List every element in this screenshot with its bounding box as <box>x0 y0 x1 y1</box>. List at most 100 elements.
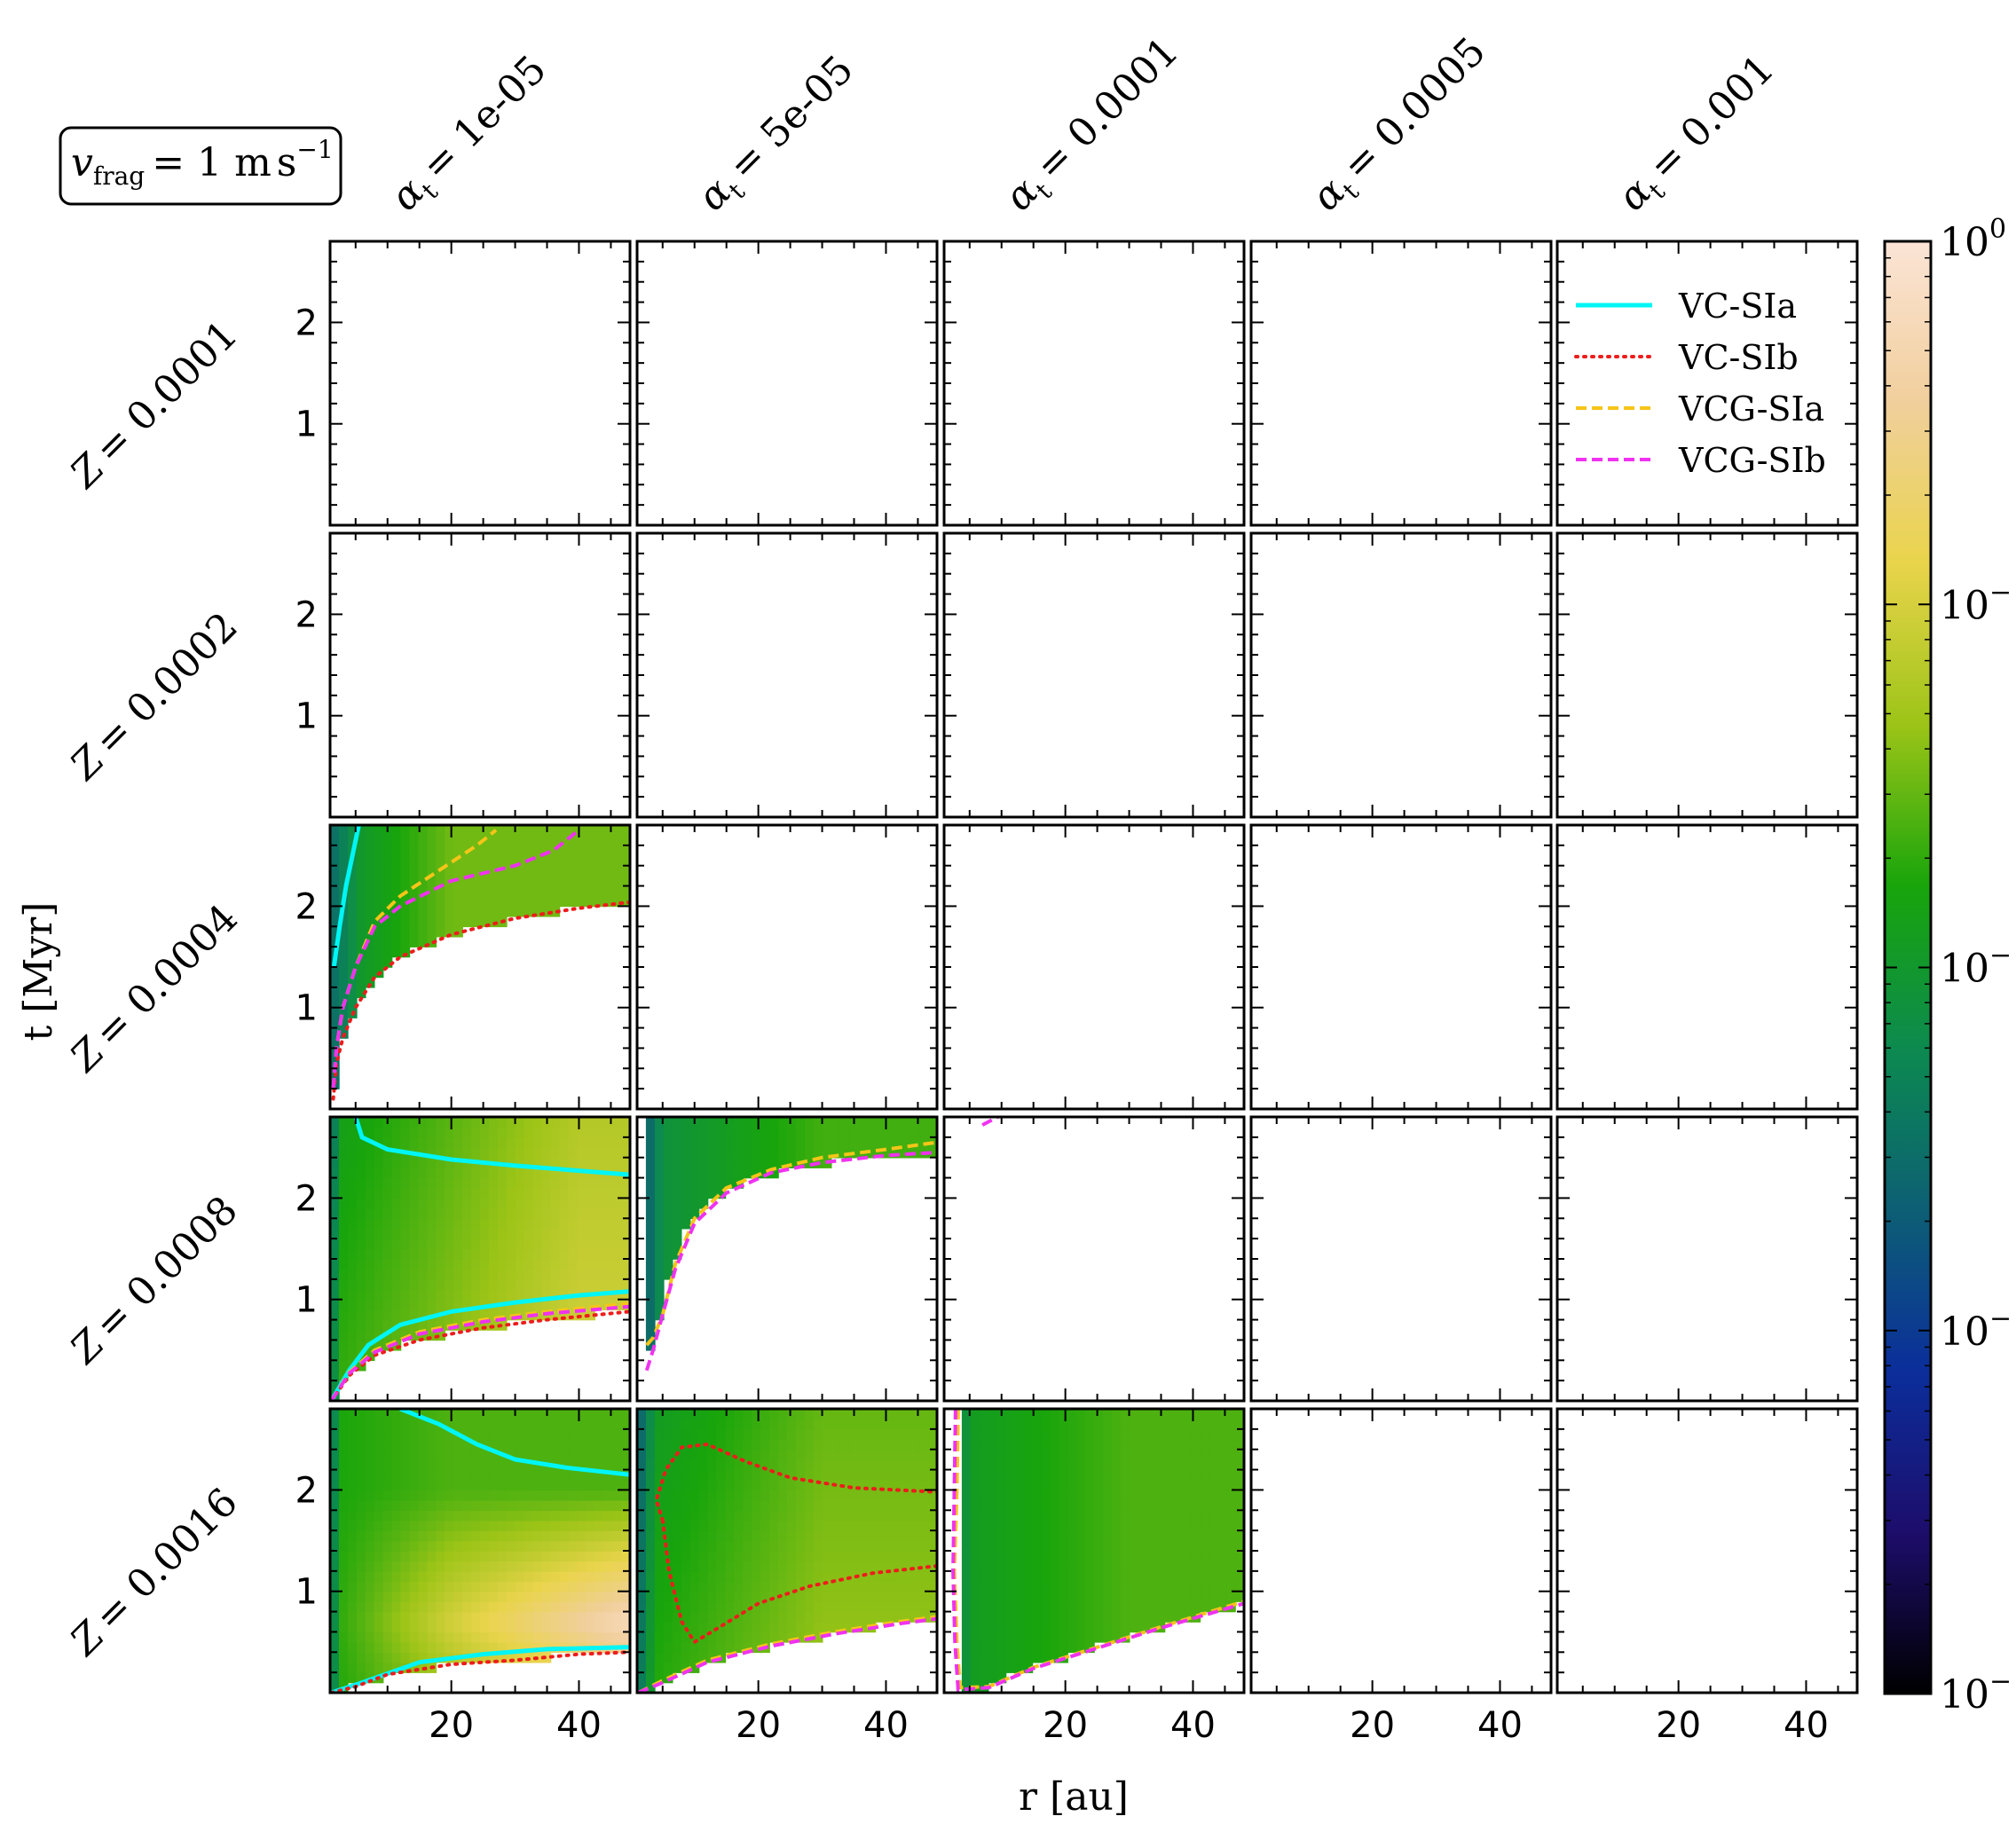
heat-cell <box>760 1409 770 1420</box>
heat-cell <box>893 1428 902 1441</box>
heat-cell <box>550 1632 561 1643</box>
heat-cell <box>427 1238 437 1250</box>
heat-cell <box>970 1641 980 1654</box>
heat-cell <box>1200 1551 1209 1562</box>
heat-cell <box>436 1490 445 1501</box>
heat-cell <box>707 1490 718 1501</box>
colorbar-tick-label: 100 <box>1940 214 2006 265</box>
heat-cell <box>1014 1540 1025 1552</box>
heat-cell <box>1005 1551 1016 1562</box>
heat-cell <box>1032 1652 1043 1663</box>
heat-cell <box>365 1188 375 1199</box>
heat-cell <box>409 825 420 837</box>
heat-cell <box>979 1490 989 1501</box>
heat-cell <box>866 1581 877 1592</box>
heat-cell <box>612 1127 622 1138</box>
heat-cell <box>480 845 490 857</box>
heat-cell <box>831 1499 841 1512</box>
panel-r1-c4 <box>1555 531 1859 819</box>
heat-cell <box>338 1259 349 1270</box>
heat-cell <box>374 1611 384 1623</box>
heat-cell <box>716 1490 727 1501</box>
heat-cell <box>515 1561 525 1572</box>
heat-cell <box>577 1520 587 1531</box>
heat-cell <box>645 1248 656 1260</box>
y-tick-label: 2 <box>295 886 318 927</box>
heat-cell <box>559 1499 570 1512</box>
heat-cell <box>418 916 429 928</box>
heat-cell <box>462 1289 472 1301</box>
heat-cell <box>1129 1510 1139 1521</box>
heat-cell <box>1094 1581 1104 1592</box>
heat-cell <box>524 896 534 908</box>
panel-frame <box>942 1115 1246 1403</box>
heat-cell <box>778 1561 788 1572</box>
heat-cell <box>338 1428 349 1441</box>
heat-cell <box>365 1198 375 1209</box>
heat-cell <box>462 835 472 846</box>
heat-cell <box>928 1409 937 1420</box>
heat-cell <box>445 1248 454 1260</box>
heat-cell <box>884 1428 894 1441</box>
heat-cell <box>1059 1520 1068 1531</box>
heat-cell <box>391 906 402 917</box>
heat-cell <box>471 1459 481 1471</box>
heat-cell <box>961 1510 972 1521</box>
heat-cell <box>418 1177 429 1189</box>
heat-cell <box>857 1117 868 1128</box>
heat-cell <box>497 1188 508 1199</box>
colorbar-tick-label: 10− <box>1940 1303 2012 1355</box>
heat-cell <box>1155 1419 1166 1430</box>
heat-cell <box>497 1309 508 1321</box>
heat-cell <box>497 1570 508 1583</box>
heat-cell <box>884 1520 894 1531</box>
heat-cell <box>1155 1601 1166 1613</box>
heat-cell <box>347 1581 358 1592</box>
heat-cell <box>654 1510 665 1521</box>
heat-cell <box>577 1459 587 1471</box>
heat-cell <box>365 1289 375 1301</box>
heat-cell <box>663 1591 673 1602</box>
heat-cell <box>541 1601 552 1613</box>
heat-cell <box>1085 1469 1095 1481</box>
heat-cell <box>612 1540 622 1552</box>
heat-cell <box>382 1652 393 1663</box>
heat-cell <box>734 1439 744 1451</box>
heat-cell <box>436 1530 445 1542</box>
heat-cell <box>857 1510 868 1521</box>
heat-cell <box>382 1622 393 1633</box>
heat-cell <box>1085 1449 1095 1460</box>
heat-cell <box>541 1561 552 1572</box>
heat-cell <box>330 1459 340 1471</box>
heat-cell <box>769 1591 779 1602</box>
heat-cell <box>813 1147 823 1159</box>
heat-cell <box>778 1611 788 1623</box>
heat-cell <box>488 1490 499 1501</box>
heat-cell <box>1059 1601 1068 1613</box>
heat-cell <box>480 876 490 887</box>
heat-cell <box>382 1319 393 1331</box>
heat-cell <box>436 1299 445 1310</box>
heat-cell <box>365 1551 375 1562</box>
heat-cell <box>356 947 366 958</box>
heat-cell <box>1164 1439 1175 1451</box>
heat-cell <box>645 1289 656 1301</box>
heat-cell <box>970 1672 980 1684</box>
heat-cell <box>595 1581 604 1592</box>
heat-cell <box>1050 1632 1059 1643</box>
heat-cell <box>436 1228 445 1239</box>
heat-cell <box>418 1409 429 1420</box>
heat-cell <box>471 1581 481 1592</box>
heat-cell <box>769 1520 779 1531</box>
heat-cell <box>382 1248 393 1260</box>
heat-cell <box>645 1459 656 1471</box>
heat-cell <box>1005 1530 1016 1542</box>
panel-r2-c0: 12 <box>295 823 632 1111</box>
heat-cell <box>453 1551 463 1562</box>
heat-cell <box>743 1439 752 1451</box>
heat-cell <box>568 1309 579 1321</box>
heat-cell <box>681 1561 691 1572</box>
heat-cell <box>550 1207 561 1220</box>
heat-cell <box>559 1177 570 1189</box>
heat-cell <box>884 1611 894 1623</box>
